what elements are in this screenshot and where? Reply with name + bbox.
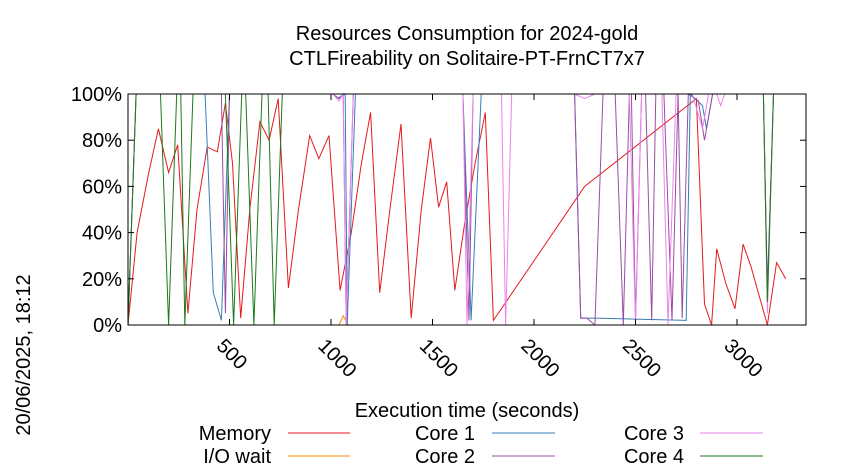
plot-frame bbox=[127, 93, 807, 326]
x-axis-label: Execution time (seconds) bbox=[355, 400, 580, 422]
y-tick-label: 20% bbox=[82, 269, 122, 291]
y-tick-label: 60% bbox=[82, 176, 122, 198]
legend-label: Core 4 bbox=[624, 446, 684, 468]
x-tick-label: 1000 bbox=[313, 335, 360, 382]
legend-label: Core 2 bbox=[415, 446, 475, 468]
legend-label: Memory bbox=[199, 423, 271, 445]
plot-area bbox=[128, 93, 806, 326]
timestamp-label: 20/06/2025, 18:12 bbox=[13, 274, 35, 435]
series-line-core-1 bbox=[128, 93, 774, 326]
x-tick-label: 500 bbox=[212, 335, 251, 374]
series-line-memory bbox=[128, 97, 787, 326]
legend-label: I/O wait bbox=[203, 446, 271, 468]
x-tick-label: 1500 bbox=[415, 335, 462, 382]
chart-title-line2: CTLFireability on Solitaire-PT-FrnCT7x7 bbox=[289, 48, 645, 70]
chart-title-line1: Resources Consumption for 2024-gold bbox=[296, 23, 638, 45]
y-tick-label: 80% bbox=[82, 130, 122, 152]
y-tick-label: 0% bbox=[93, 315, 122, 337]
x-tick-label: 3000 bbox=[719, 335, 766, 382]
y-tick-label: 100% bbox=[71, 84, 122, 106]
y-tick-label: 40% bbox=[82, 223, 122, 245]
legend-label: Core 1 bbox=[415, 423, 475, 445]
y-axis: 0% 20% 40% 60% 80% 100% bbox=[71, 84, 806, 337]
series-line-core-2 bbox=[128, 93, 774, 326]
x-tick-label: 2000 bbox=[516, 335, 563, 382]
legend-label: Core 3 bbox=[624, 423, 684, 445]
x-tick-label: 2500 bbox=[618, 335, 665, 382]
